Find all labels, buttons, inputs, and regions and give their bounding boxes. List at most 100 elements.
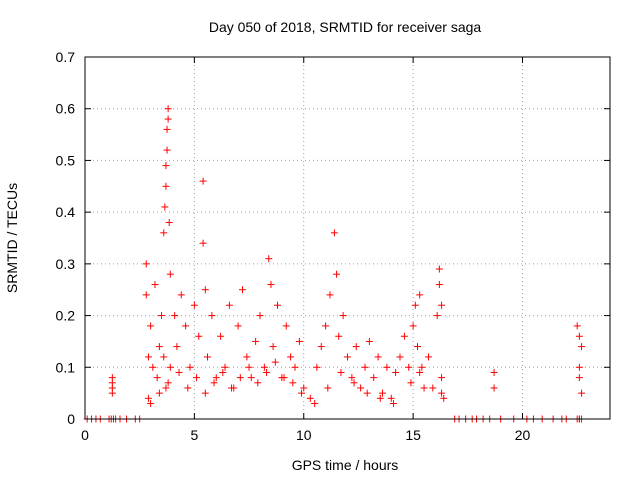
data-point <box>243 353 251 361</box>
data-point <box>144 394 152 402</box>
data-point <box>306 394 314 402</box>
data-point <box>365 337 373 345</box>
data-point <box>344 353 351 361</box>
data-point <box>162 384 170 392</box>
data-point <box>265 255 273 263</box>
data-point <box>348 374 356 382</box>
data-point <box>383 363 391 371</box>
data-point <box>289 379 297 387</box>
data-point <box>201 389 209 397</box>
data-point <box>160 229 168 237</box>
data-point <box>424 353 432 361</box>
data-point <box>151 281 159 289</box>
data-point <box>142 260 150 268</box>
chart-title: Day 050 of 2018, SRMTID for receiver sag… <box>209 19 482 35</box>
data-point <box>361 363 369 371</box>
data-point <box>221 363 229 371</box>
data-point <box>350 379 358 387</box>
y-tick-label: 0.1 <box>56 359 76 375</box>
data-point <box>204 353 211 361</box>
data-point <box>166 270 174 278</box>
data-point <box>219 368 227 376</box>
data-point <box>271 358 279 366</box>
data-point <box>575 332 583 340</box>
data-point <box>387 394 395 402</box>
data-point <box>326 291 334 299</box>
data-point <box>171 312 179 320</box>
data-point <box>274 301 281 309</box>
data-point <box>236 374 244 382</box>
data-point <box>339 312 347 320</box>
data-point <box>153 374 161 382</box>
data-point <box>186 363 194 371</box>
data-point <box>352 343 360 351</box>
y-axis-label: SRMTID / TECUs <box>4 183 20 293</box>
data-point <box>225 301 233 309</box>
data-point <box>155 389 163 397</box>
data-point <box>298 389 306 397</box>
data-point <box>416 291 424 299</box>
data-point <box>418 363 426 371</box>
y-tick-label: 0 <box>67 411 75 427</box>
data-point <box>144 353 152 361</box>
data-point <box>260 363 268 371</box>
data-point <box>190 301 198 309</box>
y-tick-label: 0.6 <box>56 101 76 117</box>
data-point <box>184 384 192 392</box>
data-point <box>165 218 173 226</box>
data-point <box>142 291 150 299</box>
data-point <box>173 343 181 351</box>
data-point <box>160 353 168 361</box>
data-point <box>228 384 236 392</box>
data-point <box>313 363 321 371</box>
data-point <box>374 353 382 361</box>
data-point <box>252 337 260 345</box>
data-point <box>162 182 170 190</box>
data-point <box>435 265 443 273</box>
y-tick-label: 0.3 <box>56 256 76 272</box>
data-point <box>291 363 299 371</box>
data-point <box>195 332 203 340</box>
data-point <box>376 394 384 402</box>
data-point <box>438 374 446 382</box>
grid-lines <box>85 57 610 419</box>
data-point <box>193 374 201 382</box>
data-point <box>210 379 218 387</box>
x-tick-label: 20 <box>515 427 531 443</box>
data-point <box>396 353 404 361</box>
data-point <box>435 281 443 289</box>
data-point <box>416 368 424 376</box>
data-point <box>490 368 498 376</box>
data-point <box>379 389 386 397</box>
data-point <box>389 399 397 407</box>
data-point <box>164 115 172 123</box>
data-point <box>363 389 371 397</box>
data-point <box>212 374 220 382</box>
data-point <box>177 291 185 299</box>
data-point <box>162 162 170 170</box>
data-point <box>182 322 190 330</box>
data-point <box>155 343 163 351</box>
data-point <box>199 177 207 185</box>
data-point <box>147 399 155 407</box>
data-point <box>322 322 330 330</box>
data-point <box>317 343 325 351</box>
data-point <box>282 322 290 330</box>
data-point <box>414 343 421 351</box>
data-point <box>433 312 441 320</box>
data-point <box>575 363 583 371</box>
data-point <box>164 105 172 113</box>
data-point <box>175 368 183 376</box>
data-point <box>164 379 172 387</box>
data-point <box>411 301 419 309</box>
data-point <box>287 353 295 361</box>
data-point <box>440 394 448 402</box>
data-point <box>234 322 242 330</box>
data-point <box>429 384 437 392</box>
data-point <box>247 374 255 382</box>
data-point <box>490 384 498 392</box>
data-point <box>263 368 271 376</box>
data-point <box>295 337 303 345</box>
data-point <box>166 363 174 371</box>
